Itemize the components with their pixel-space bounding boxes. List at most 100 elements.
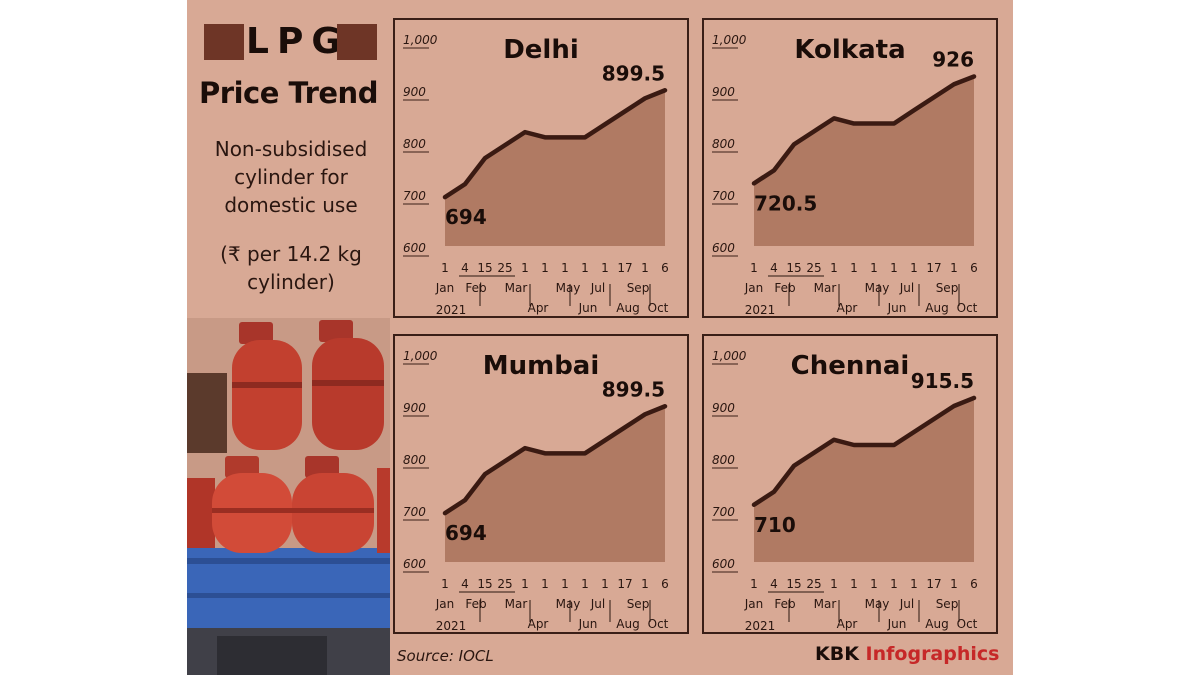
data-point: [524, 131, 526, 133]
data-point: [953, 83, 955, 85]
credit-label: KBK Infographics: [815, 643, 999, 665]
x-month-label: Aug: [616, 301, 639, 315]
x-day-label: 4: [461, 577, 469, 591]
end-value-label: 926: [932, 47, 974, 71]
data-point: [873, 444, 875, 446]
data-point: [973, 397, 975, 399]
y-tick-label: 1,000: [712, 33, 747, 47]
x-day-label: 1: [850, 261, 858, 275]
data-point: [504, 144, 506, 146]
x-month-label: Jan: [435, 597, 455, 611]
x-month-label: Oct: [957, 301, 978, 315]
data-point: [624, 426, 626, 428]
x-month-label: Apr: [837, 301, 858, 315]
x-month-label: Sep: [936, 281, 959, 295]
x-day-label: 1: [561, 577, 569, 591]
x-day-label: 1: [850, 577, 858, 591]
y-tick-label: 700: [403, 189, 426, 203]
data-point: [893, 123, 895, 125]
x-day-label: 6: [970, 577, 978, 591]
x-day-label: 4: [461, 261, 469, 275]
x-day-label: 15: [786, 577, 801, 591]
x-month-label: Aug: [925, 301, 948, 315]
x-day-label: 1: [441, 577, 449, 591]
x-month-label: Jul: [899, 597, 914, 611]
x-day-label: 4: [770, 577, 778, 591]
y-tick-label: 1,000: [712, 349, 747, 363]
x-day-label: 1: [581, 577, 589, 591]
x-month-label: Jun: [887, 617, 907, 631]
x-day-label: 6: [661, 577, 669, 591]
area-fill: [754, 397, 974, 562]
x-day-label: 1: [641, 261, 649, 275]
start-value-label: 694: [445, 205, 487, 229]
x-day-label: 1: [830, 577, 838, 591]
infographic-canvas: LPG Price Trend Non-subsidised cylinder …: [187, 0, 1013, 675]
x-day-label: 17: [926, 577, 941, 591]
x-month-label: Apr: [528, 301, 549, 315]
x-day-label: 1: [910, 577, 918, 591]
y-tick-label: 900: [712, 85, 735, 99]
x-month-label: Feb: [465, 597, 486, 611]
chart-title: Delhi: [503, 35, 579, 65]
x-day-label: 1: [561, 261, 569, 275]
data-point: [973, 75, 975, 77]
x-day-label: 1: [521, 261, 529, 275]
x-day-label: 25: [806, 577, 821, 591]
y-tick-label: 800: [403, 453, 426, 467]
title-bar-right: [337, 24, 377, 60]
end-value-label: 899.5: [602, 377, 665, 401]
x-month-label: Feb: [774, 281, 795, 295]
y-tick-label: 700: [712, 189, 735, 203]
y-tick-label: 600: [403, 557, 426, 571]
x-day-label: 15: [477, 261, 492, 275]
y-tick-label: 600: [712, 241, 735, 255]
area-fill: [754, 76, 974, 246]
data-point: [773, 491, 775, 493]
x-month-label: Jan: [744, 281, 764, 295]
chart-panel-chennai: 1,000 900 800 700 600 Chennai 710 915.5 1 4 15 25 1 1…: [702, 334, 998, 634]
x-month-label: Oct: [648, 617, 669, 631]
x-day-label: 1: [521, 577, 529, 591]
data-point: [504, 460, 506, 462]
data-point: [893, 444, 895, 446]
y-tick-label: 700: [403, 505, 426, 519]
x-day-label: 1: [541, 261, 549, 275]
y-tick-label: 800: [712, 137, 735, 151]
data-point: [913, 431, 915, 433]
x-month-label: Apr: [528, 617, 549, 631]
data-point: [813, 452, 815, 454]
data-point: [793, 465, 795, 467]
x-day-label: 6: [970, 261, 978, 275]
title-banner: LPG: [202, 20, 377, 64]
x-month-label: Jun: [887, 301, 907, 315]
data-point: [833, 439, 835, 441]
unit-line: (₹ per 14.2 kg: [220, 242, 362, 266]
x-month-label: Jul: [590, 597, 605, 611]
x-day-label: 1: [890, 577, 898, 591]
data-point: [753, 182, 755, 184]
x-day-label: 6: [661, 261, 669, 275]
x-month-label: Apr: [837, 617, 858, 631]
y-tick-label: 900: [403, 85, 426, 99]
end-value-label: 915.5: [911, 369, 974, 393]
data-point: [913, 109, 915, 111]
data-point: [584, 452, 586, 454]
x-month-label: Jun: [578, 301, 598, 315]
y-tick-label: 900: [403, 401, 426, 415]
x-day-label: 1: [870, 261, 878, 275]
x-month-label: Oct: [957, 617, 978, 631]
x-month-label: May: [865, 281, 890, 295]
data-point: [444, 196, 446, 198]
data-point: [664, 405, 666, 407]
x-day-label: 1: [910, 261, 918, 275]
data-point: [544, 136, 546, 138]
description-line: Non-subsidised: [214, 137, 368, 161]
data-point: [624, 110, 626, 112]
x-day-label: 15: [786, 261, 801, 275]
series-line: [442, 88, 668, 200]
